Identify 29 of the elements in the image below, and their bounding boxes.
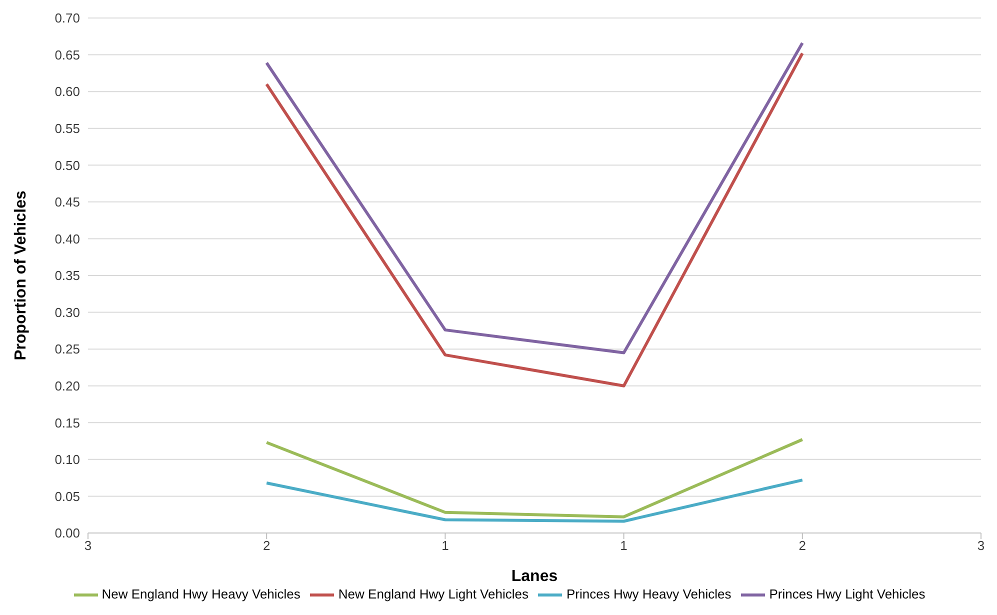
y-axis-title: Proportion of Vehicles (12, 190, 30, 360)
y-tick-label: 0.40 (54, 231, 80, 246)
x-axis-title: Lanes (511, 568, 558, 585)
legend-label: New England Hwy Heavy Vehicles (102, 586, 300, 602)
y-tick-label: 0.05 (54, 488, 80, 504)
y-tick-label: 0.25 (54, 342, 80, 357)
legend-label: New England Hwy Light Vehicles (338, 586, 528, 602)
y-tick-label: 0.50 (54, 158, 80, 173)
y-tick-label: 0.55 (54, 120, 80, 136)
legend-label: Princes Hwy Light Vehicles (769, 586, 926, 602)
x-tick-label: 1 (620, 538, 628, 554)
y-tick-label: 0.15 (54, 415, 80, 430)
y-tick-label: 0.10 (54, 452, 80, 468)
y-tick-label: 0.45 (54, 194, 80, 210)
legend-label: Princes Hwy Heavy Vehicles (566, 586, 732, 602)
y-tick-label: 0.35 (54, 268, 80, 284)
y-tick-label: 0.70 (54, 10, 80, 26)
y-tick-label: 0.65 (54, 47, 80, 62)
x-tick-label: 2 (798, 538, 806, 554)
x-tick-label: 3 (84, 538, 92, 554)
x-tick-label: 1 (442, 538, 449, 554)
y-tick-label: 0.20 (54, 378, 80, 394)
line-series (265, 478, 804, 523)
x-tick-label: 2 (262, 538, 270, 554)
line-series (265, 438, 804, 518)
y-tick-label: 0.00 (54, 526, 80, 541)
x-tick-label: 3 (977, 538, 985, 554)
y-tick-label: 0.60 (54, 84, 80, 100)
y-tick-label: 0.30 (54, 304, 80, 320)
